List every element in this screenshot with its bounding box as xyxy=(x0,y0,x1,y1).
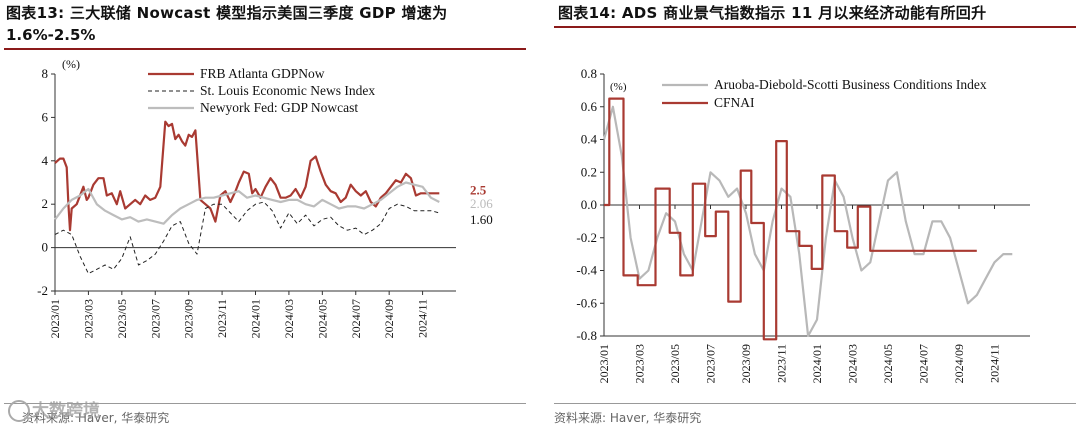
left-chart-plot: -2 0 2 4 6 8 2023/01 2023/03 2023/05 2023/07 2023/… xyxy=(37,58,493,338)
right-chart-plot: -0.8 -0.6 -0.4 -0.2 0.0 0.2 0.4 0.6 0.8 2023/01 20… xyxy=(576,66,1030,383)
x-tick-label: 2024/09 xyxy=(952,344,966,383)
x-tick-label: 2023/05 xyxy=(668,344,682,383)
y-tick-label: -0.2 xyxy=(576,230,597,245)
left-chart-panel: 图表13: 三大联储 Nowcast 模型指示美国三季度 GDP 增速为 1.6… xyxy=(0,0,530,431)
left-chart-title: 图表13: 三大联储 Nowcast 模型指示美国三季度 GDP 增速为 xyxy=(6,4,448,22)
y-tick-label: 0.8 xyxy=(581,66,597,81)
x-tick-label: 2023/01 xyxy=(597,344,611,383)
watermark-text: 大数跨境 xyxy=(32,401,100,421)
y-tick-label: 8 xyxy=(42,66,49,81)
x-tick-label: 2023/11 xyxy=(215,299,229,338)
y-tick-label: -0.8 xyxy=(576,328,597,343)
end-value-label-1: 2.06 xyxy=(470,196,493,211)
x-tick-label: 2024/05 xyxy=(315,299,329,338)
left-source-text: 资料来源: Haver, 华泰研究 xyxy=(22,411,170,425)
x-tick-label: 2023/07 xyxy=(148,299,162,338)
right-chart-title: 图表14: ADS 商业景气指数指示 11 月以来经济动能有所回升 xyxy=(558,4,987,22)
legend-label-1: St. Louis Economic News Index xyxy=(200,83,375,98)
legend-label-2: Newyork Fed: GDP Nowcast xyxy=(200,100,358,115)
y-tick-label: 4 xyxy=(42,153,49,168)
right-chart-panel: 图表14: ADS 商业景气指数指示 11 月以来经济动能有所回升 -0.8 -0… xyxy=(552,0,1080,431)
y-tick-label: 0.2 xyxy=(581,164,597,179)
y-tick-label: 2 xyxy=(42,196,49,211)
watermark-logo-icon xyxy=(8,400,30,422)
y-tick-label: 0.4 xyxy=(581,132,598,147)
series-line-1 xyxy=(604,97,977,341)
y-tick-label: -2 xyxy=(37,283,48,298)
y-tick-label: -0.4 xyxy=(576,263,597,278)
y-unit-label-right: (%) xyxy=(610,81,627,93)
x-tick-label: 2024/05 xyxy=(881,344,895,383)
y-tick-label: 6 xyxy=(42,109,49,124)
y-tick-label: 0.6 xyxy=(581,99,598,114)
x-tick-label: 2023/09 xyxy=(739,344,753,383)
x-tick-label: 2024/11 xyxy=(988,344,1002,383)
right-source-text: 资料来源: Haver, 华泰研究 xyxy=(554,411,702,425)
end-value-label-0: 2.5 xyxy=(470,182,487,197)
x-tick-label: 2023/01 xyxy=(48,299,62,338)
x-tick-label: 2024/01 xyxy=(810,344,824,383)
x-tick-label: 2023/05 xyxy=(115,299,129,338)
x-tick-label: 2023/03 xyxy=(81,299,95,338)
left-title-rule xyxy=(4,48,526,50)
legend-label-0: Aruoba-Diebold-Scotti Business Condition… xyxy=(714,77,987,92)
x-tick-label: 2024/09 xyxy=(382,299,396,338)
series-line-2 xyxy=(54,181,440,225)
legend-label-1: CFNAI xyxy=(714,95,755,110)
right-source-rule xyxy=(554,403,1076,404)
legend-label-0: FRB Atlanta GDPNow xyxy=(200,66,325,81)
y-tick-label: -0.6 xyxy=(576,295,597,310)
x-tick-label: 2024/03 xyxy=(846,344,860,383)
x-tick-label: 2024/01 xyxy=(249,299,263,338)
right-title-rule xyxy=(554,26,1076,28)
left-source-rule xyxy=(4,403,526,404)
x-tick-label: 2024/07 xyxy=(349,299,363,338)
x-tick-label: 2024/11 xyxy=(416,299,430,338)
x-tick-label: 2023/07 xyxy=(704,344,718,383)
x-tick-label: 2023/03 xyxy=(633,344,647,383)
left-chart-title-line2: 1.6%-2.5% xyxy=(6,26,96,44)
x-tick-label: 2024/03 xyxy=(282,299,296,338)
series-line-0 xyxy=(602,105,1013,338)
series-line-1 xyxy=(54,201,440,275)
y-tick-label: 0.0 xyxy=(581,197,597,212)
x-tick-label: 2024/07 xyxy=(917,344,931,383)
series-line-0 xyxy=(54,120,440,232)
x-tick-label: 2023/11 xyxy=(775,344,789,383)
y-unit-label: (%) xyxy=(62,58,80,71)
y-tick-label: 0 xyxy=(42,240,49,255)
x-tick-label: 2023/09 xyxy=(182,299,196,338)
end-value-label-2: 1.60 xyxy=(470,212,493,227)
